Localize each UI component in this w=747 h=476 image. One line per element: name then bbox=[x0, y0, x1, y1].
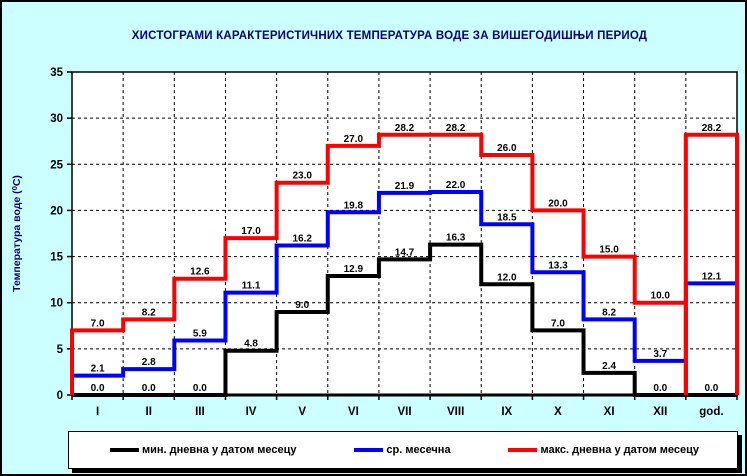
data-label: 9.0 bbox=[295, 300, 309, 311]
mean-series-swatch bbox=[354, 448, 384, 452]
x-category-label: IV bbox=[246, 406, 257, 418]
data-label: 28.2 bbox=[702, 123, 722, 134]
y-tick-label: 15 bbox=[50, 252, 63, 264]
data-label: 0.0 bbox=[704, 383, 718, 394]
legend-label-mean: ср. месечна bbox=[386, 444, 451, 456]
data-label: 10.0 bbox=[651, 291, 671, 302]
data-label: 17.0 bbox=[241, 226, 261, 237]
data-label: 3.7 bbox=[653, 349, 667, 360]
data-label: 11.1 bbox=[242, 281, 261, 292]
x-category-label: III bbox=[195, 406, 205, 418]
legend-label-min: мин. дневна у датом месецу bbox=[142, 444, 297, 456]
data-label: 15.0 bbox=[599, 245, 619, 256]
legend-item-min: мин. дневна у датом месецу bbox=[110, 444, 297, 456]
x-category-label: II bbox=[146, 406, 152, 418]
data-label: 0.0 bbox=[653, 383, 667, 394]
data-label: 23.0 bbox=[292, 171, 312, 182]
data-label: 5.9 bbox=[193, 329, 207, 340]
y-tick-label: 30 bbox=[50, 113, 63, 125]
data-label: 7.0 bbox=[551, 318, 565, 329]
data-label: 12.1 bbox=[702, 271, 722, 282]
series-line-min bbox=[72, 242, 737, 397]
data-label: 14.7 bbox=[395, 247, 415, 258]
data-label: 12.0 bbox=[497, 272, 517, 283]
data-label: 28.2 bbox=[395, 123, 415, 134]
data-label: 7.0 bbox=[91, 318, 105, 329]
x-category-label: V bbox=[298, 406, 306, 418]
legend-item-mean: ср. месечна bbox=[354, 444, 451, 456]
data-label: 2.1 bbox=[91, 364, 105, 375]
y-tick-label: 0 bbox=[57, 390, 63, 402]
y-tick-label: 35 bbox=[50, 67, 63, 79]
series-line-max bbox=[70, 132, 739, 395]
min-series-swatch bbox=[110, 448, 139, 452]
y-axis-title: Температура воде (⁰C) bbox=[11, 175, 23, 292]
data-label: 13.3 bbox=[548, 260, 568, 271]
data-label: 12.9 bbox=[344, 264, 364, 275]
y-tick-label: 20 bbox=[50, 205, 63, 217]
data-label: 0.0 bbox=[193, 383, 207, 394]
y-tick-label: 25 bbox=[50, 159, 63, 171]
data-label: 28.2 bbox=[446, 123, 466, 134]
data-label: 12.6 bbox=[190, 267, 210, 278]
data-label: 2.8 bbox=[142, 357, 156, 368]
data-label: 27.0 bbox=[344, 134, 364, 145]
data-label: 21.9 bbox=[395, 181, 415, 192]
x-category-label: I bbox=[96, 406, 99, 418]
data-label: 26.0 bbox=[497, 143, 517, 154]
data-label: 16.3 bbox=[446, 233, 466, 244]
data-label: 18.5 bbox=[497, 212, 517, 223]
x-category-label: X bbox=[554, 406, 562, 418]
data-label: 4.8 bbox=[244, 339, 258, 350]
x-category-label: VIII bbox=[447, 406, 464, 418]
x-category-label: VI bbox=[348, 406, 359, 418]
x-category-label: VII bbox=[397, 406, 411, 418]
data-label: 8.2 bbox=[142, 307, 156, 318]
legend: мин. дневна у датом месецу ср. месечна м… bbox=[68, 431, 738, 469]
data-label: 22.0 bbox=[446, 180, 466, 191]
data-label: 2.4 bbox=[602, 361, 616, 372]
data-label: 0.0 bbox=[91, 383, 105, 394]
y-tick-label: 10 bbox=[50, 298, 63, 310]
data-label: 0.0 bbox=[142, 383, 156, 394]
x-category-label: XI bbox=[604, 406, 615, 418]
chart-title: ХИСТОГРАМИ КАРАКТЕРИСТИЧНИХ ТЕМПЕРАТУРА … bbox=[131, 30, 648, 42]
series-line-mean bbox=[70, 189, 739, 395]
x-category-label: XII bbox=[653, 406, 667, 418]
x-category-label: god. bbox=[699, 406, 723, 418]
data-label: 8.2 bbox=[602, 307, 616, 318]
data-label: 16.2 bbox=[292, 233, 312, 244]
plot-background bbox=[71, 71, 738, 396]
data-label: 20.0 bbox=[548, 198, 568, 209]
y-tick-label: 5 bbox=[57, 344, 64, 356]
legend-label-max: макс. дневна у датом месецу bbox=[540, 444, 699, 456]
x-category-label: IX bbox=[501, 406, 512, 418]
data-label: 19.8 bbox=[344, 200, 364, 211]
legend-item-max: макс. дневна у датом месецу bbox=[508, 444, 699, 456]
max-series-swatch bbox=[508, 448, 538, 452]
